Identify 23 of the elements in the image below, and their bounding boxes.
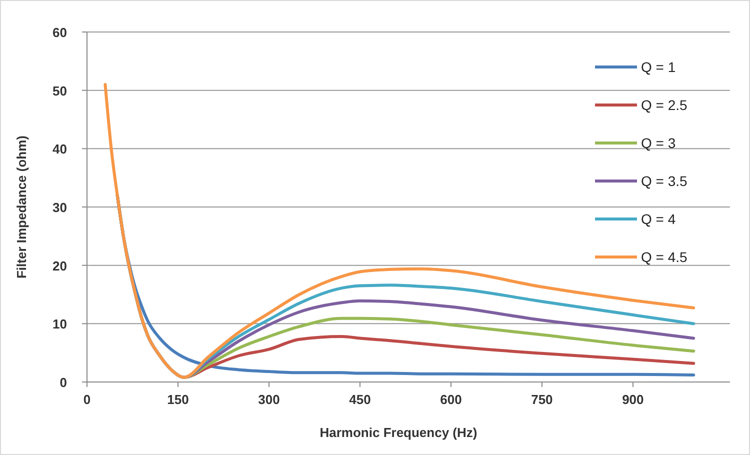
line-series — [104, 83, 696, 379]
y-tick-label: 30 — [52, 200, 67, 215]
y-tick-label: 10 — [52, 316, 67, 332]
x-tick-label: 0 — [83, 392, 91, 407]
y-tick-label: 60 — [52, 25, 67, 40]
x-tick-label: 750 — [531, 392, 553, 407]
x-tick-label: 150 — [167, 392, 189, 407]
x-tick-label: 450 — [349, 392, 371, 407]
legend-label: Q = 3.5 — [641, 173, 688, 189]
legend-label: Q = 4.5 — [641, 249, 688, 265]
y-tick-label: 20 — [52, 258, 67, 274]
y-tick-label: 50 — [52, 83, 67, 98]
x-tick-label: 600 — [440, 392, 462, 407]
x-axis-title: Harmonic Frequency (Hz) — [320, 425, 478, 440]
legend-label: Q = 4 — [641, 211, 676, 227]
legend-label: Q = 1 — [641, 59, 676, 75]
x-tick-label: 900 — [622, 392, 644, 407]
y-tick-label: 40 — [52, 142, 67, 157]
y-tick-label: 0 — [60, 375, 67, 390]
x-tick-label: 300 — [258, 392, 280, 407]
legend-label: Q = 2.5 — [641, 97, 688, 113]
y-axis-title: Filter Impedance (ohm) — [14, 135, 29, 279]
legend-label: Q = 3 — [641, 135, 676, 151]
